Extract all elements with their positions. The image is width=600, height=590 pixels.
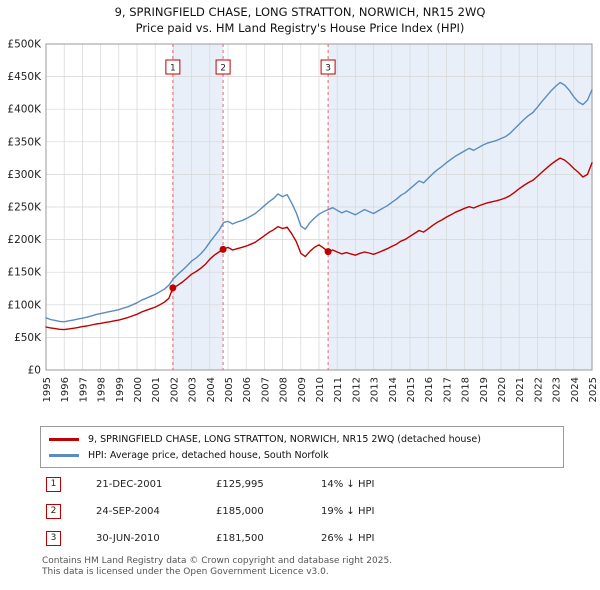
sale-price: £185,000 [216, 506, 264, 517]
svg-text:2025: 2025 [588, 377, 599, 402]
price-history-chart: 1 2 3 £0 £50K £100K £150K £200K £250K £300K £350K £… [7, 39, 599, 403]
svg-text:2020: 2020 [497, 377, 508, 402]
copyright-line2: This data is licensed under the Open Gov… [42, 567, 329, 577]
svg-text:1996: 1996 [60, 377, 71, 402]
svg-text:2012: 2012 [351, 377, 362, 402]
sale-hpi-delta: 14% ↓ HPI [321, 479, 375, 490]
svg-text:3: 3 [325, 64, 331, 74]
svg-text:2022: 2022 [533, 377, 544, 402]
svg-text:2024: 2024 [570, 377, 581, 402]
svg-text:£150K: £150K [7, 267, 42, 279]
svg-text:£250K: £250K [7, 202, 42, 214]
legend-row-hpi: HPI: Average price, detached house, Sout… [49, 447, 555, 463]
svg-text:2014: 2014 [388, 377, 399, 402]
svg-text:£400K: £400K [7, 104, 42, 116]
svg-text:2004: 2004 [206, 377, 217, 402]
legend-label-hpi: HPI: Average price, detached house, Sout… [88, 449, 329, 461]
svg-text:2007: 2007 [260, 377, 271, 402]
sale-hpi-delta: 26% ↓ HPI [321, 533, 375, 544]
svg-text:2013: 2013 [370, 377, 381, 402]
sale-date: 30-JUN-2010 [96, 533, 160, 544]
svg-text:2: 2 [220, 64, 226, 74]
svg-text:2021: 2021 [515, 377, 526, 402]
svg-text:2002: 2002 [169, 377, 180, 402]
table-row: 2 24-SEP-2004 £185,000 19% ↓ HPI [0, 498, 600, 525]
svg-text:2011: 2011 [333, 377, 344, 402]
svg-text:2006: 2006 [242, 377, 253, 402]
svg-text:2008: 2008 [279, 377, 290, 402]
svg-text:2023: 2023 [552, 377, 563, 402]
table-row: 1 21-DEC-2001 £125,995 14% ↓ HPI [0, 471, 600, 498]
sales-table: 1 21-DEC-2001 £125,995 14% ↓ HPI 2 24-SE… [0, 471, 600, 552]
svg-text:2003: 2003 [188, 377, 199, 402]
svg-text:1997: 1997 [78, 377, 89, 402]
svg-text:£500K: £500K [7, 39, 42, 51]
svg-text:2010: 2010 [315, 377, 326, 402]
property-line-swatch [49, 437, 79, 441]
sale-price: £125,995 [216, 479, 264, 490]
svg-text:2001: 2001 [151, 377, 162, 402]
legend-row-property: 9, SPRINGFIELD CHASE, LONG STRATTON, NOR… [49, 431, 555, 447]
svg-text:£100K: £100K [7, 299, 42, 311]
sale-number-badge: 2 [46, 504, 61, 519]
svg-text:2018: 2018 [461, 377, 472, 402]
sale-hpi-delta: 19% ↓ HPI [321, 506, 375, 517]
svg-text:2005: 2005 [224, 377, 235, 402]
svg-text:2015: 2015 [406, 377, 417, 402]
sale-date: 21-DEC-2001 [96, 479, 163, 490]
svg-text:1995: 1995 [42, 377, 53, 402]
table-row: 3 30-JUN-2010 £181,500 26% ↓ HPI [0, 525, 600, 552]
sale-price: £181,500 [216, 533, 264, 544]
svg-text:2016: 2016 [424, 377, 435, 402]
svg-text:2017: 2017 [442, 377, 453, 402]
legend: 9, SPRINGFIELD CHASE, LONG STRATTON, NOR… [40, 426, 564, 468]
svg-text:£300K: £300K [7, 169, 42, 181]
svg-text:2019: 2019 [479, 377, 490, 402]
chart-subtitle: Price paid vs. HM Land Registry's House … [135, 21, 465, 35]
legend-label-property: 9, SPRINGFIELD CHASE, LONG STRATTON, NOR… [88, 433, 481, 445]
svg-text:1999: 1999 [115, 377, 126, 402]
svg-text:2000: 2000 [133, 377, 144, 402]
chart-title: 9, SPRINGFIELD CHASE, LONG STRATTON, NOR… [114, 5, 486, 19]
svg-text:£50K: £50K [14, 332, 42, 344]
copyright-line1: Contains HM Land Registry data © Crown c… [42, 556, 393, 566]
sale-number-badge: 1 [46, 477, 61, 492]
sale-number-badge: 3 [46, 531, 61, 546]
svg-text:£350K: £350K [7, 136, 42, 148]
svg-text:2009: 2009 [297, 377, 308, 402]
svg-text:1: 1 [170, 64, 176, 74]
svg-text:£450K: £450K [7, 71, 42, 83]
svg-text:£0: £0 [28, 365, 41, 377]
svg-text:1998: 1998 [97, 377, 108, 402]
hpi-line-swatch [49, 453, 79, 457]
copyright-notice: Contains HM Land Registry data © Crown c… [42, 556, 392, 578]
svg-text:£200K: £200K [7, 234, 42, 246]
sale-date: 24-SEP-2004 [96, 506, 160, 517]
